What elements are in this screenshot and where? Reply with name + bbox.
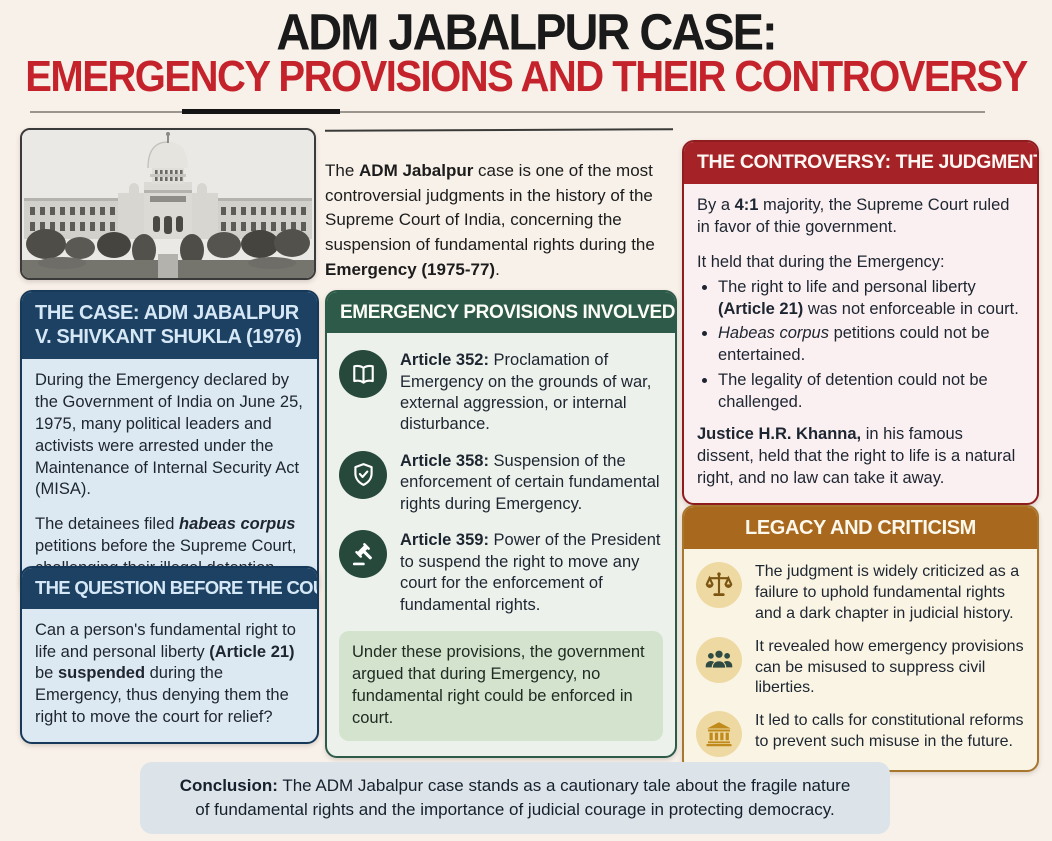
case-panel-header: THE CASE: ADM JABALPUR V. SHIVKANT SHUKL… bbox=[22, 292, 317, 359]
provisions-note: Under these provisions, the government a… bbox=[339, 630, 663, 741]
shield-check-icon bbox=[339, 450, 387, 499]
legacy-panel-header: LEGACY AND CRITICISM bbox=[684, 507, 1037, 550]
intro-text: The bbox=[325, 161, 360, 180]
provision-item-article-359: Article 359: Power of the President to s… bbox=[327, 530, 675, 616]
question-panel: THE QUESTION BEFORE THE COURT Can a pers… bbox=[20, 566, 319, 745]
legacy-panel: LEGACY AND CRITICISM bbox=[682, 505, 1039, 773]
question-paragraph: Can a person's fundamental right to life… bbox=[35, 620, 296, 727]
case-panel-body: During the Emergency declared by the Gov… bbox=[22, 359, 317, 593]
provision-text: Article 359: Power of the President to s… bbox=[400, 531, 661, 614]
people-group-icon bbox=[696, 636, 742, 683]
intro-paragraph: The ADM Jabalpur case is one of the most… bbox=[325, 161, 655, 279]
legacy-item-criticism: The judgment is widely criticized as a f… bbox=[684, 562, 1037, 624]
case-paragraph-1: During the Emergency declared by the Gov… bbox=[35, 370, 303, 499]
title-divider bbox=[30, 111, 985, 113]
provision-text: Article 352: Proclamation of Emergency o… bbox=[400, 351, 652, 434]
judgment-panel-body: By a 4:1 majority, the Supreme Court rul… bbox=[684, 184, 1037, 503]
courthouse-icon bbox=[696, 711, 742, 758]
legacy-panel-body: The judgment is widely criticized as a f… bbox=[684, 549, 1037, 770]
supreme-court-photo bbox=[20, 128, 316, 280]
legacy-item-reforms: It led to calls for constitutional refor… bbox=[684, 711, 1037, 758]
judgment-bullet: Habeas corpus petitions could not be ent… bbox=[718, 323, 1024, 367]
intro-divider bbox=[324, 128, 674, 132]
judgment-dissent-paragraph: Justice H.R. Khanna, in his famous disse… bbox=[697, 425, 1016, 488]
judgment-bullet-list: The right to life and personal liberty (… bbox=[697, 277, 1024, 415]
provisions-panel-body: Article 352: Proclamation of Emergency o… bbox=[327, 333, 675, 741]
page-title: ADM JABALPUR CASE: bbox=[276, 2, 777, 61]
page-subtitle: EMERGENCY PROVISIONS AND THEIR CONTROVER… bbox=[25, 53, 1028, 101]
open-book-icon bbox=[339, 350, 387, 399]
legacy-text: It led to calls for constitutional refor… bbox=[755, 712, 1024, 750]
scales-of-justice-icon bbox=[696, 562, 742, 609]
title-divider-accent bbox=[182, 109, 340, 114]
provision-item-article-352: Article 352: Proclamation of Emergency o… bbox=[327, 350, 675, 436]
judgment-paragraph-1: By a 4:1 majority, the Supreme Court rul… bbox=[697, 195, 1010, 236]
provisions-panel: EMERGENCY PROVISIONS INVOLVED Article 35… bbox=[325, 290, 677, 758]
legacy-text: The judgment is widely criticized as a f… bbox=[755, 563, 1020, 622]
gavel-icon bbox=[339, 530, 387, 579]
legacy-text: It revealed how emergency provisions can… bbox=[755, 637, 1024, 697]
legacy-item-civil-liberties: It revealed how emergency provisions can… bbox=[684, 636, 1037, 699]
provision-text: Article 358: Suspension of the enforceme… bbox=[400, 451, 660, 513]
judgment-panel-header: THE CONTROVERSY: THE JUDGMENT bbox=[684, 142, 1037, 184]
judgment-panel: THE CONTROVERSY: THE JUDGMENT By a 4:1 m… bbox=[682, 140, 1039, 506]
judgment-paragraph-2: It held that during the Emergency: bbox=[697, 252, 945, 271]
provisions-panel-header: EMERGENCY PROVISIONS INVOLVED bbox=[327, 292, 675, 334]
conclusion-box: Conclusion: The ADM Jabalpur case stands… bbox=[140, 762, 890, 834]
judgment-bullet: The right to life and personal liberty (… bbox=[718, 277, 1024, 321]
question-panel-body: Can a person's fundamental right to life… bbox=[22, 609, 317, 743]
case-panel: THE CASE: ADM JABALPUR V. SHIVKANT SHUKL… bbox=[20, 290, 319, 596]
question-panel-header: THE QUESTION BEFORE THE COURT bbox=[22, 568, 317, 609]
judgment-bullet: The legality of detention could not be c… bbox=[718, 370, 1024, 414]
provision-item-article-358: Article 358: Suspension of the enforceme… bbox=[327, 450, 675, 515]
supreme-court-building-illustration bbox=[22, 130, 314, 278]
